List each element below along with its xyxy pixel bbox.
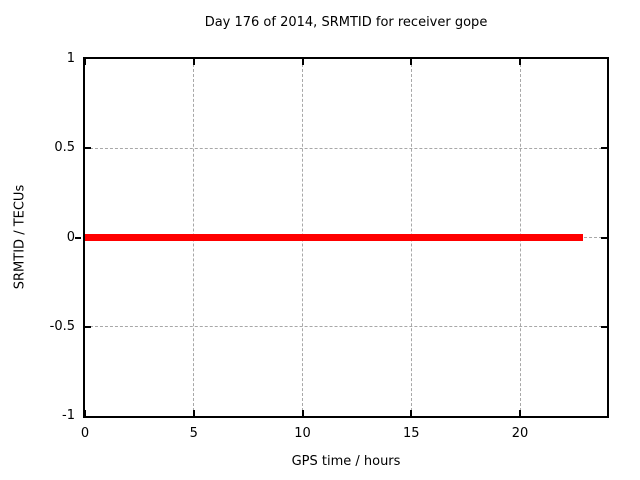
x-tick-bottom — [519, 410, 521, 416]
x-tick-top — [192, 59, 195, 65]
x-tick-top — [519, 59, 521, 65]
y-tick-label: 0.5 — [54, 140, 75, 156]
y-tick-left — [85, 147, 91, 150]
y-tick-label: 1 — [66, 51, 75, 66]
y-tick-left — [85, 325, 91, 328]
x-tick-label: 5 — [189, 426, 198, 441]
series-line-srmtid — [85, 234, 584, 241]
y-tick-label: -0.5 — [49, 318, 75, 334]
y-tick-zero-outer — [75, 236, 81, 239]
x-tick-top — [410, 59, 413, 65]
x-tick-bottom — [192, 410, 195, 416]
y-tick-right — [601, 236, 607, 239]
x-tick-bottom — [301, 410, 304, 416]
x-tick-label: 0 — [80, 426, 90, 441]
y-gridline — [85, 147, 607, 149]
x-tick-label: 15 — [402, 426, 420, 441]
x-tick-label: 20 — [511, 426, 529, 441]
x-axis-label: GPS time / hours — [291, 454, 401, 469]
plot-area — [75, 57, 609, 418]
x-tick-label: 10 — [294, 426, 311, 441]
chart-title: Day 176 of 2014, SRMTID for receiver gop… — [204, 15, 488, 30]
y-tick-label: -1 — [62, 408, 75, 423]
x-tick-bottom — [84, 410, 86, 416]
y-tick-right — [601, 147, 607, 150]
y-gridline — [85, 326, 607, 328]
x-tick-bottom — [410, 410, 413, 416]
x-tick-top — [84, 59, 86, 65]
y-tick-label: 0 — [66, 229, 75, 245]
x-tick-top — [301, 59, 304, 65]
y-tick-right — [601, 325, 607, 328]
